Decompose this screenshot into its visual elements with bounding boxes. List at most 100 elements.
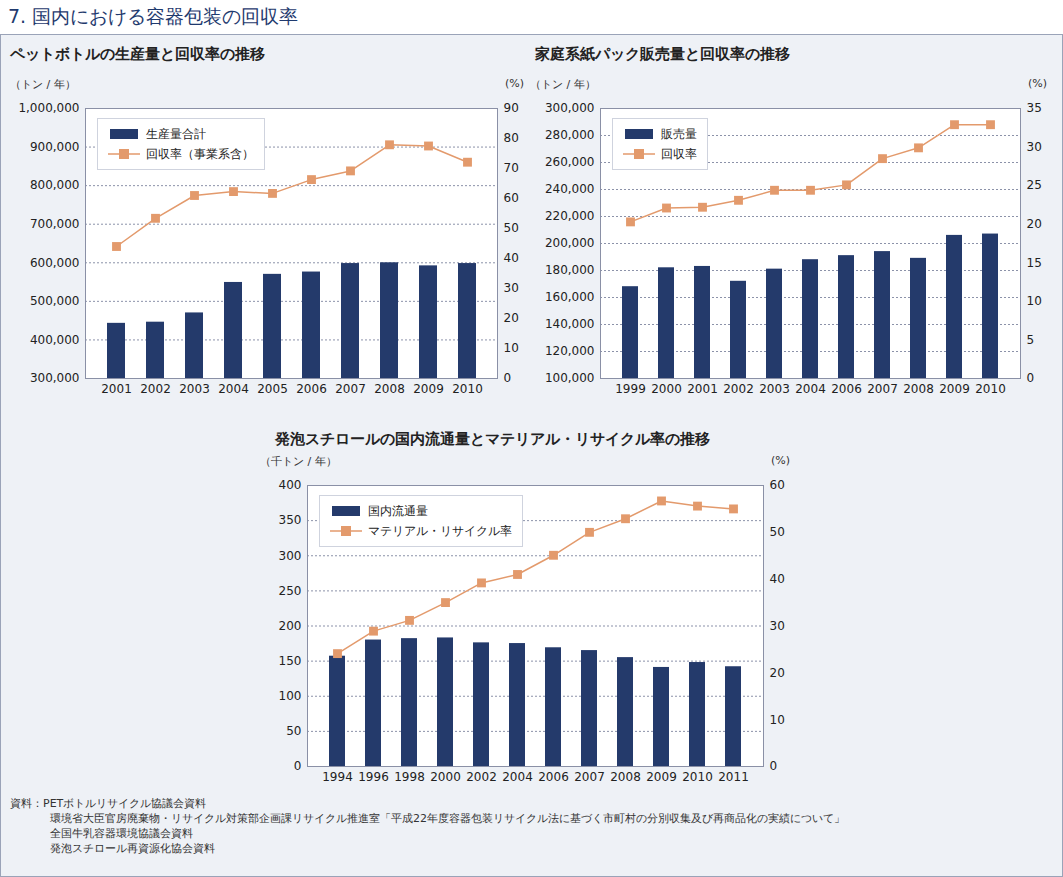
- svg-text:100,000: 100,000: [545, 371, 595, 385]
- svg-text:300,000: 300,000: [30, 371, 80, 385]
- svg-text:2009: 2009: [413, 382, 444, 396]
- svg-text:2006: 2006: [296, 382, 327, 396]
- svg-text:0: 0: [294, 759, 302, 773]
- svg-text:2009: 2009: [646, 770, 677, 784]
- svg-text:1,000,000: 1,000,000: [18, 101, 79, 115]
- svg-text:2009: 2009: [939, 382, 970, 396]
- svg-text:600,000: 600,000: [30, 256, 80, 270]
- svg-text:10: 10: [770, 713, 785, 727]
- svg-text:2010: 2010: [975, 382, 1006, 396]
- svg-text:2010: 2010: [452, 382, 483, 396]
- svg-text:220,000: 220,000: [545, 209, 595, 223]
- svg-text:2001: 2001: [687, 382, 718, 396]
- svg-text:40: 40: [504, 251, 519, 265]
- html-text:販売量: 販売量: [661, 126, 697, 141]
- svg-text:120,000: 120,000: [545, 344, 595, 358]
- svg-text:150: 150: [279, 654, 302, 668]
- svg-text:2000: 2000: [430, 770, 461, 784]
- svg-text:2004: 2004: [795, 382, 826, 396]
- svg-text:1996: 1996: [358, 770, 389, 784]
- html-text:7. 国内における容器包装の回収率: 7. 国内における容器包装の回収率: [8, 5, 299, 27]
- svg-text:20: 20: [1027, 217, 1042, 231]
- svg-text:2000: 2000: [651, 382, 682, 396]
- svg-text:2007: 2007: [867, 382, 898, 396]
- svg-text:2003: 2003: [179, 382, 210, 396]
- svg-text:60: 60: [770, 478, 785, 492]
- svg-text:5: 5: [1027, 333, 1035, 347]
- svg-text:300,000: 300,000: [545, 101, 595, 115]
- svg-text:240,000: 240,000: [545, 182, 595, 196]
- svg-text:10: 10: [1027, 294, 1042, 308]
- svg-text:2010: 2010: [682, 770, 713, 784]
- svg-text:50: 50: [286, 724, 301, 738]
- svg-text:1998: 1998: [394, 770, 425, 784]
- svg-text:2002: 2002: [466, 770, 497, 784]
- html-text:ペットボトルの生産量と回収率の推移: ペットボトルの生産量と回収率の推移: [10, 45, 265, 63]
- html-text:資料：PETボトルリサイクル協議会資料: 資料：PETボトルリサイクル協議会資料: [10, 797, 207, 810]
- svg-text:80: 80: [504, 131, 519, 145]
- svg-text:10: 10: [504, 341, 519, 355]
- svg-text:25: 25: [1027, 178, 1042, 192]
- html-text:回収率（事業系含）: 回収率（事業系含）: [146, 146, 254, 161]
- svg-text:2002: 2002: [723, 382, 754, 396]
- svg-text:30: 30: [1027, 140, 1042, 154]
- html-text:発泡スチロールの国内流通量とマテリアル・リサイクル率の推移: 発泡スチロールの国内流通量とマテリアル・リサイクル率の推移: [275, 430, 710, 448]
- svg-text:800,000: 800,000: [30, 178, 80, 192]
- svg-text:30: 30: [504, 281, 519, 295]
- svg-text:280,000: 280,000: [545, 128, 595, 142]
- svg-text:400: 400: [279, 478, 302, 492]
- svg-text:0: 0: [770, 759, 778, 773]
- svg-text:1994: 1994: [322, 770, 353, 784]
- svg-text:300: 300: [279, 549, 302, 563]
- html-text:発泡スチロール再資源化協会資料: 発泡スチロール再資源化協会資料: [50, 842, 215, 855]
- svg-text:60: 60: [504, 191, 519, 205]
- svg-text:2006: 2006: [538, 770, 569, 784]
- svg-text:250: 250: [279, 584, 302, 598]
- svg-text:2006: 2006: [831, 382, 862, 396]
- svg-text:2008: 2008: [610, 770, 641, 784]
- svg-text:900,000: 900,000: [30, 140, 80, 154]
- svg-text:200,000: 200,000: [545, 236, 595, 250]
- html-text:環境省大臣官房廃棄物・リサイクル対策部企画課リサイクル推進室: 環境省大臣官房廃棄物・リサイクル対策部企画課リサイクル推進室「平成22年度容器包…: [50, 812, 845, 825]
- html-text:国内流通量: 国内流通量: [368, 503, 428, 518]
- svg-text:2004: 2004: [502, 770, 533, 784]
- html-text:家庭系紙パック販売量と回収率の推移: 家庭系紙パック販売量と回収率の推移: [535, 45, 790, 63]
- svg-text:35: 35: [1027, 101, 1042, 115]
- html-text:生産量合計: 生産量合計: [146, 126, 206, 141]
- svg-text:1999: 1999: [615, 382, 646, 396]
- svg-text:2005: 2005: [257, 382, 288, 396]
- svg-text:2003: 2003: [759, 382, 790, 396]
- svg-text:2011: 2011: [718, 770, 749, 784]
- svg-text:90: 90: [504, 101, 519, 115]
- svg-text:20: 20: [770, 666, 785, 680]
- svg-text:50: 50: [770, 525, 785, 539]
- svg-text:2001: 2001: [101, 382, 132, 396]
- svg-text:2007: 2007: [574, 770, 605, 784]
- svg-text:15: 15: [1027, 256, 1042, 270]
- svg-text:2007: 2007: [335, 382, 366, 396]
- svg-text:140,000: 140,000: [545, 317, 595, 331]
- svg-text:50: 50: [504, 221, 519, 235]
- svg-text:40: 40: [770, 572, 785, 586]
- svg-text:500,000: 500,000: [30, 294, 80, 308]
- svg-text:0: 0: [504, 371, 512, 385]
- svg-text:400,000: 400,000: [30, 333, 80, 347]
- svg-text:0: 0: [1027, 371, 1035, 385]
- svg-text:2002: 2002: [140, 382, 171, 396]
- svg-text:2008: 2008: [903, 382, 934, 396]
- svg-text:180,000: 180,000: [545, 263, 595, 277]
- svg-text:160,000: 160,000: [545, 290, 595, 304]
- svg-text:700,000: 700,000: [30, 217, 80, 231]
- svg-text:2004: 2004: [218, 382, 249, 396]
- svg-text:100: 100: [279, 689, 302, 703]
- svg-text:2008: 2008: [374, 382, 405, 396]
- html-text:マテリアル・リサイクル率: マテリアル・リサイクル率: [368, 523, 512, 538]
- svg-text:70: 70: [504, 161, 519, 175]
- html-text:全国牛乳容器環境協議会資料: 全国牛乳容器環境協議会資料: [50, 827, 193, 840]
- svg-text:350: 350: [279, 513, 302, 527]
- svg-text:20: 20: [504, 311, 519, 325]
- svg-text:30: 30: [770, 619, 785, 633]
- svg-text:200: 200: [279, 619, 302, 633]
- svg-text:260,000: 260,000: [545, 155, 595, 169]
- html-text:回収率: 回収率: [661, 146, 697, 161]
